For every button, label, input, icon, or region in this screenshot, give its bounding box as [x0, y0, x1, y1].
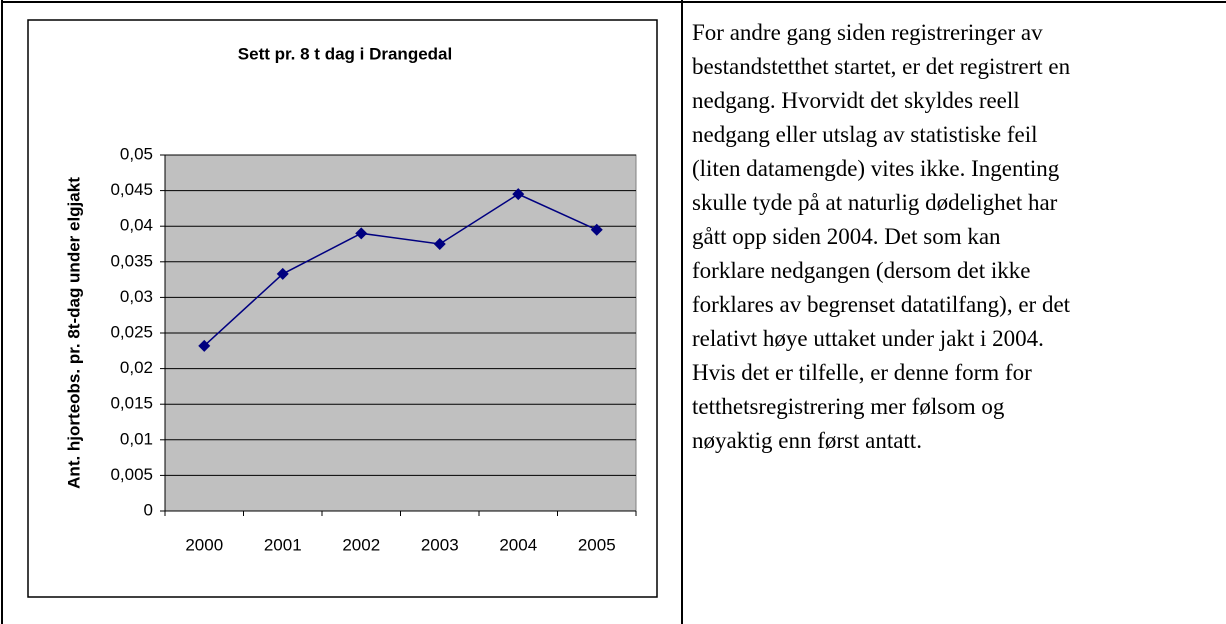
data-point — [355, 227, 368, 240]
y-tick-label: 0 — [144, 500, 153, 519]
x-tick-label: 2004 — [499, 535, 537, 554]
data-point — [276, 267, 289, 280]
chart-title: Sett pr. 8 t dag i Drangedal — [238, 44, 452, 63]
text-line: forklares av begrenset datatilfang), er … — [692, 292, 1071, 317]
y-tick-label: 0,045 — [110, 180, 153, 199]
text-line: nedgang. Hvorvidt det skyldes reell — [692, 88, 1020, 113]
y-tick-label: 0,035 — [110, 251, 153, 270]
data-point — [433, 238, 446, 250]
y-tick-label: 0,025 — [110, 322, 153, 341]
y-tick-label: 0,05 — [120, 144, 153, 163]
y-tick-label: 0,015 — [110, 394, 153, 413]
text-line: skulle tyde på at naturlig dødelighet ha… — [692, 190, 1058, 215]
text-line: forklare nedgangen (dersom det ikke — [692, 258, 1031, 283]
data-line — [203, 193, 598, 347]
paragraph: For andre gang siden registreringer av be… — [692, 16, 1070, 458]
text-line: (liten datamengde) vites ikke. Ingenting — [692, 156, 1060, 181]
text-line: gått opp siden 2004. Det som kan — [692, 224, 1001, 249]
text-line: bestandstetthet startet, er det registre… — [692, 54, 1071, 79]
y-tick-label: 0,005 — [110, 465, 153, 484]
data-point — [198, 339, 211, 352]
data-point — [512, 188, 525, 201]
text-line: nedgang eller utslag av statistiske feil — [692, 122, 1038, 147]
x-tick-label: 2003 — [421, 535, 459, 554]
y-tick-label: 0,03 — [120, 287, 153, 306]
x-tick-label: 2002 — [342, 535, 380, 554]
text-line: tetthetsregistrering mer følsom og — [692, 394, 1005, 419]
data-point — [590, 223, 603, 236]
text-line: For andre gang siden registreringer av — [692, 20, 1043, 45]
y-axis-title: Ant. hjorteobs. pr. 8t-dag under elgjakt — [64, 177, 83, 489]
y-tick-label: 0,04 — [120, 216, 153, 235]
text-line: relativt høye uttaket under jakt i 2004. — [692, 326, 1044, 351]
x-tick-label: 2001 — [264, 535, 302, 554]
y-tick-label: 0,01 — [120, 429, 153, 448]
text-line: Hvis det er tilfelle, er denne form for — [692, 360, 1032, 385]
x-tick-label: 2005 — [578, 535, 616, 554]
y-tick-label: 0,02 — [120, 358, 153, 377]
text-line: nøyaktig enn først antatt. — [692, 428, 922, 453]
x-tick-label: 2000 — [185, 535, 223, 554]
